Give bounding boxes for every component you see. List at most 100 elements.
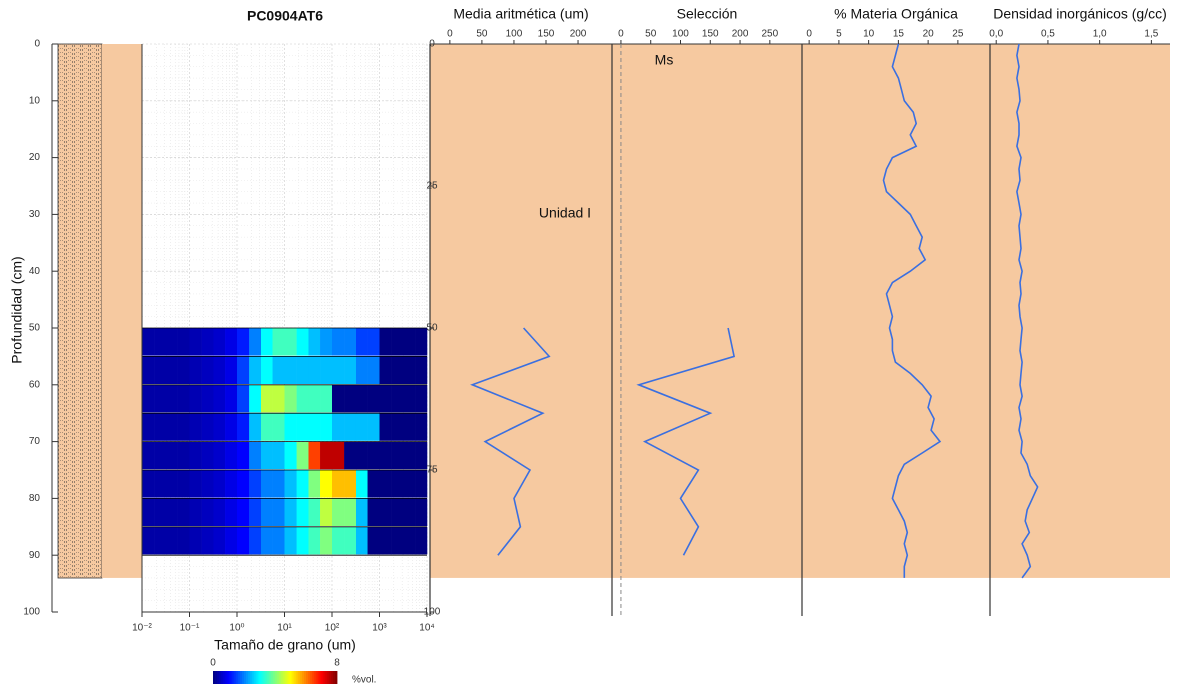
heat-cell: [260, 384, 273, 413]
heat-cell: [355, 328, 368, 356]
x-tick-label: 25: [952, 29, 964, 40]
heat-cell: [403, 384, 416, 413]
heat-cell: [154, 470, 167, 498]
colorbar-step: [246, 671, 249, 684]
heat-cell: [367, 328, 380, 356]
colorbar-step: [268, 671, 272, 684]
y-tick-label: 0: [429, 39, 435, 50]
x-tick-label: 10: [863, 29, 875, 40]
heat-cell: [344, 328, 357, 356]
heat-cell: [189, 441, 202, 470]
heat-cell: [379, 384, 392, 413]
heat-cell: [272, 384, 285, 413]
heat-cell: [225, 356, 238, 384]
annotation: Unidad I: [539, 205, 591, 221]
heat-cell: [272, 356, 285, 384]
heat-cell: [201, 413, 214, 441]
colorbar-step: [256, 671, 259, 684]
heat-cell: [403, 498, 416, 526]
heat-cell: [165, 356, 178, 384]
colorbar-step: [237, 671, 241, 684]
heat-cell: [177, 470, 190, 498]
profile-line: [1016, 43, 1039, 579]
heat-cell: [213, 384, 226, 413]
heat-cell: [391, 441, 404, 470]
colorbar-step: [303, 671, 307, 684]
heat-cell: [260, 413, 273, 441]
chart-title: PC0904AT6: [247, 8, 323, 24]
heat-cell: [272, 498, 285, 526]
colorbar-step: [324, 671, 328, 684]
heat-cell: [154, 328, 167, 356]
heat-cell: [403, 413, 416, 441]
heat-cell: [367, 356, 380, 384]
x-tick-label: 200: [732, 29, 749, 40]
heat-cell: [237, 498, 250, 526]
heat-cell: [332, 470, 345, 498]
heat-cell: [355, 470, 368, 498]
colorbar-step: [287, 671, 290, 684]
colorbar-step: [219, 671, 222, 684]
heat-cell: [367, 384, 380, 413]
heat-cell: [260, 441, 273, 470]
heat-cell: [284, 384, 297, 413]
colorbar-step: [334, 671, 338, 684]
heat-cell: [320, 526, 333, 555]
colorbar-step: [308, 671, 311, 684]
heat-cell: [320, 384, 333, 413]
colorbar-step: [262, 671, 266, 684]
colorbar-step: [223, 671, 226, 684]
y-tick-label: 70: [29, 436, 41, 447]
heat-cell: [296, 413, 309, 441]
colorbar-step: [332, 671, 336, 684]
heat-cell: [391, 356, 404, 384]
colorbar-step: [310, 671, 313, 684]
heat-cell: [391, 384, 404, 413]
colorbar-step: [318, 671, 321, 684]
colorbar-step: [225, 671, 228, 684]
y-tick-label: 30: [29, 209, 41, 220]
heat-cell: [415, 526, 428, 555]
heat-cell: [332, 498, 345, 526]
heat-cell: [165, 328, 178, 356]
heat-cell: [391, 328, 404, 356]
heat-cell: [165, 498, 178, 526]
heat-cell: [284, 526, 297, 555]
x-tick-label: 10³: [372, 623, 387, 634]
heat-cell: [249, 356, 262, 384]
heat-cell: [296, 384, 309, 413]
heat-cell: [379, 328, 392, 356]
chart-title: Densidad inorgánicos (g/cc): [993, 6, 1167, 22]
x-tick-label: 150: [538, 29, 555, 40]
x-tick-label: 50: [645, 29, 657, 40]
heat-cell: [225, 413, 238, 441]
heat-cell: [154, 526, 167, 555]
colorbar-step: [297, 671, 301, 684]
colorbar-step: [244, 671, 247, 684]
heat-cell: [237, 356, 250, 384]
colorbar-step: [213, 671, 216, 684]
colorbar-step: [312, 671, 315, 684]
y-tick-label: 50: [426, 323, 438, 334]
y-tick-label: 100: [424, 607, 441, 618]
heat-cell: [260, 526, 273, 555]
heat-cell: [165, 413, 178, 441]
colorbar-step: [285, 671, 288, 684]
heat-cell: [284, 413, 297, 441]
heat-cell: [272, 470, 285, 498]
heat-cell: [154, 356, 167, 384]
x-tick-label: 10⁻¹: [180, 623, 200, 634]
colorbar-step: [254, 671, 257, 684]
x-tick-label: 50: [476, 29, 488, 40]
colorbar-step: [272, 671, 276, 684]
heat-cell: [165, 384, 178, 413]
colorbar-step: [217, 671, 220, 684]
y-tick-label: 80: [29, 493, 41, 504]
heat-cell: [308, 470, 321, 498]
core-band: [430, 44, 1170, 578]
heat-cell: [272, 526, 285, 555]
heat-cell: [225, 384, 238, 413]
x-tick-label: 100: [672, 29, 689, 40]
colorbar-step: [275, 671, 278, 684]
